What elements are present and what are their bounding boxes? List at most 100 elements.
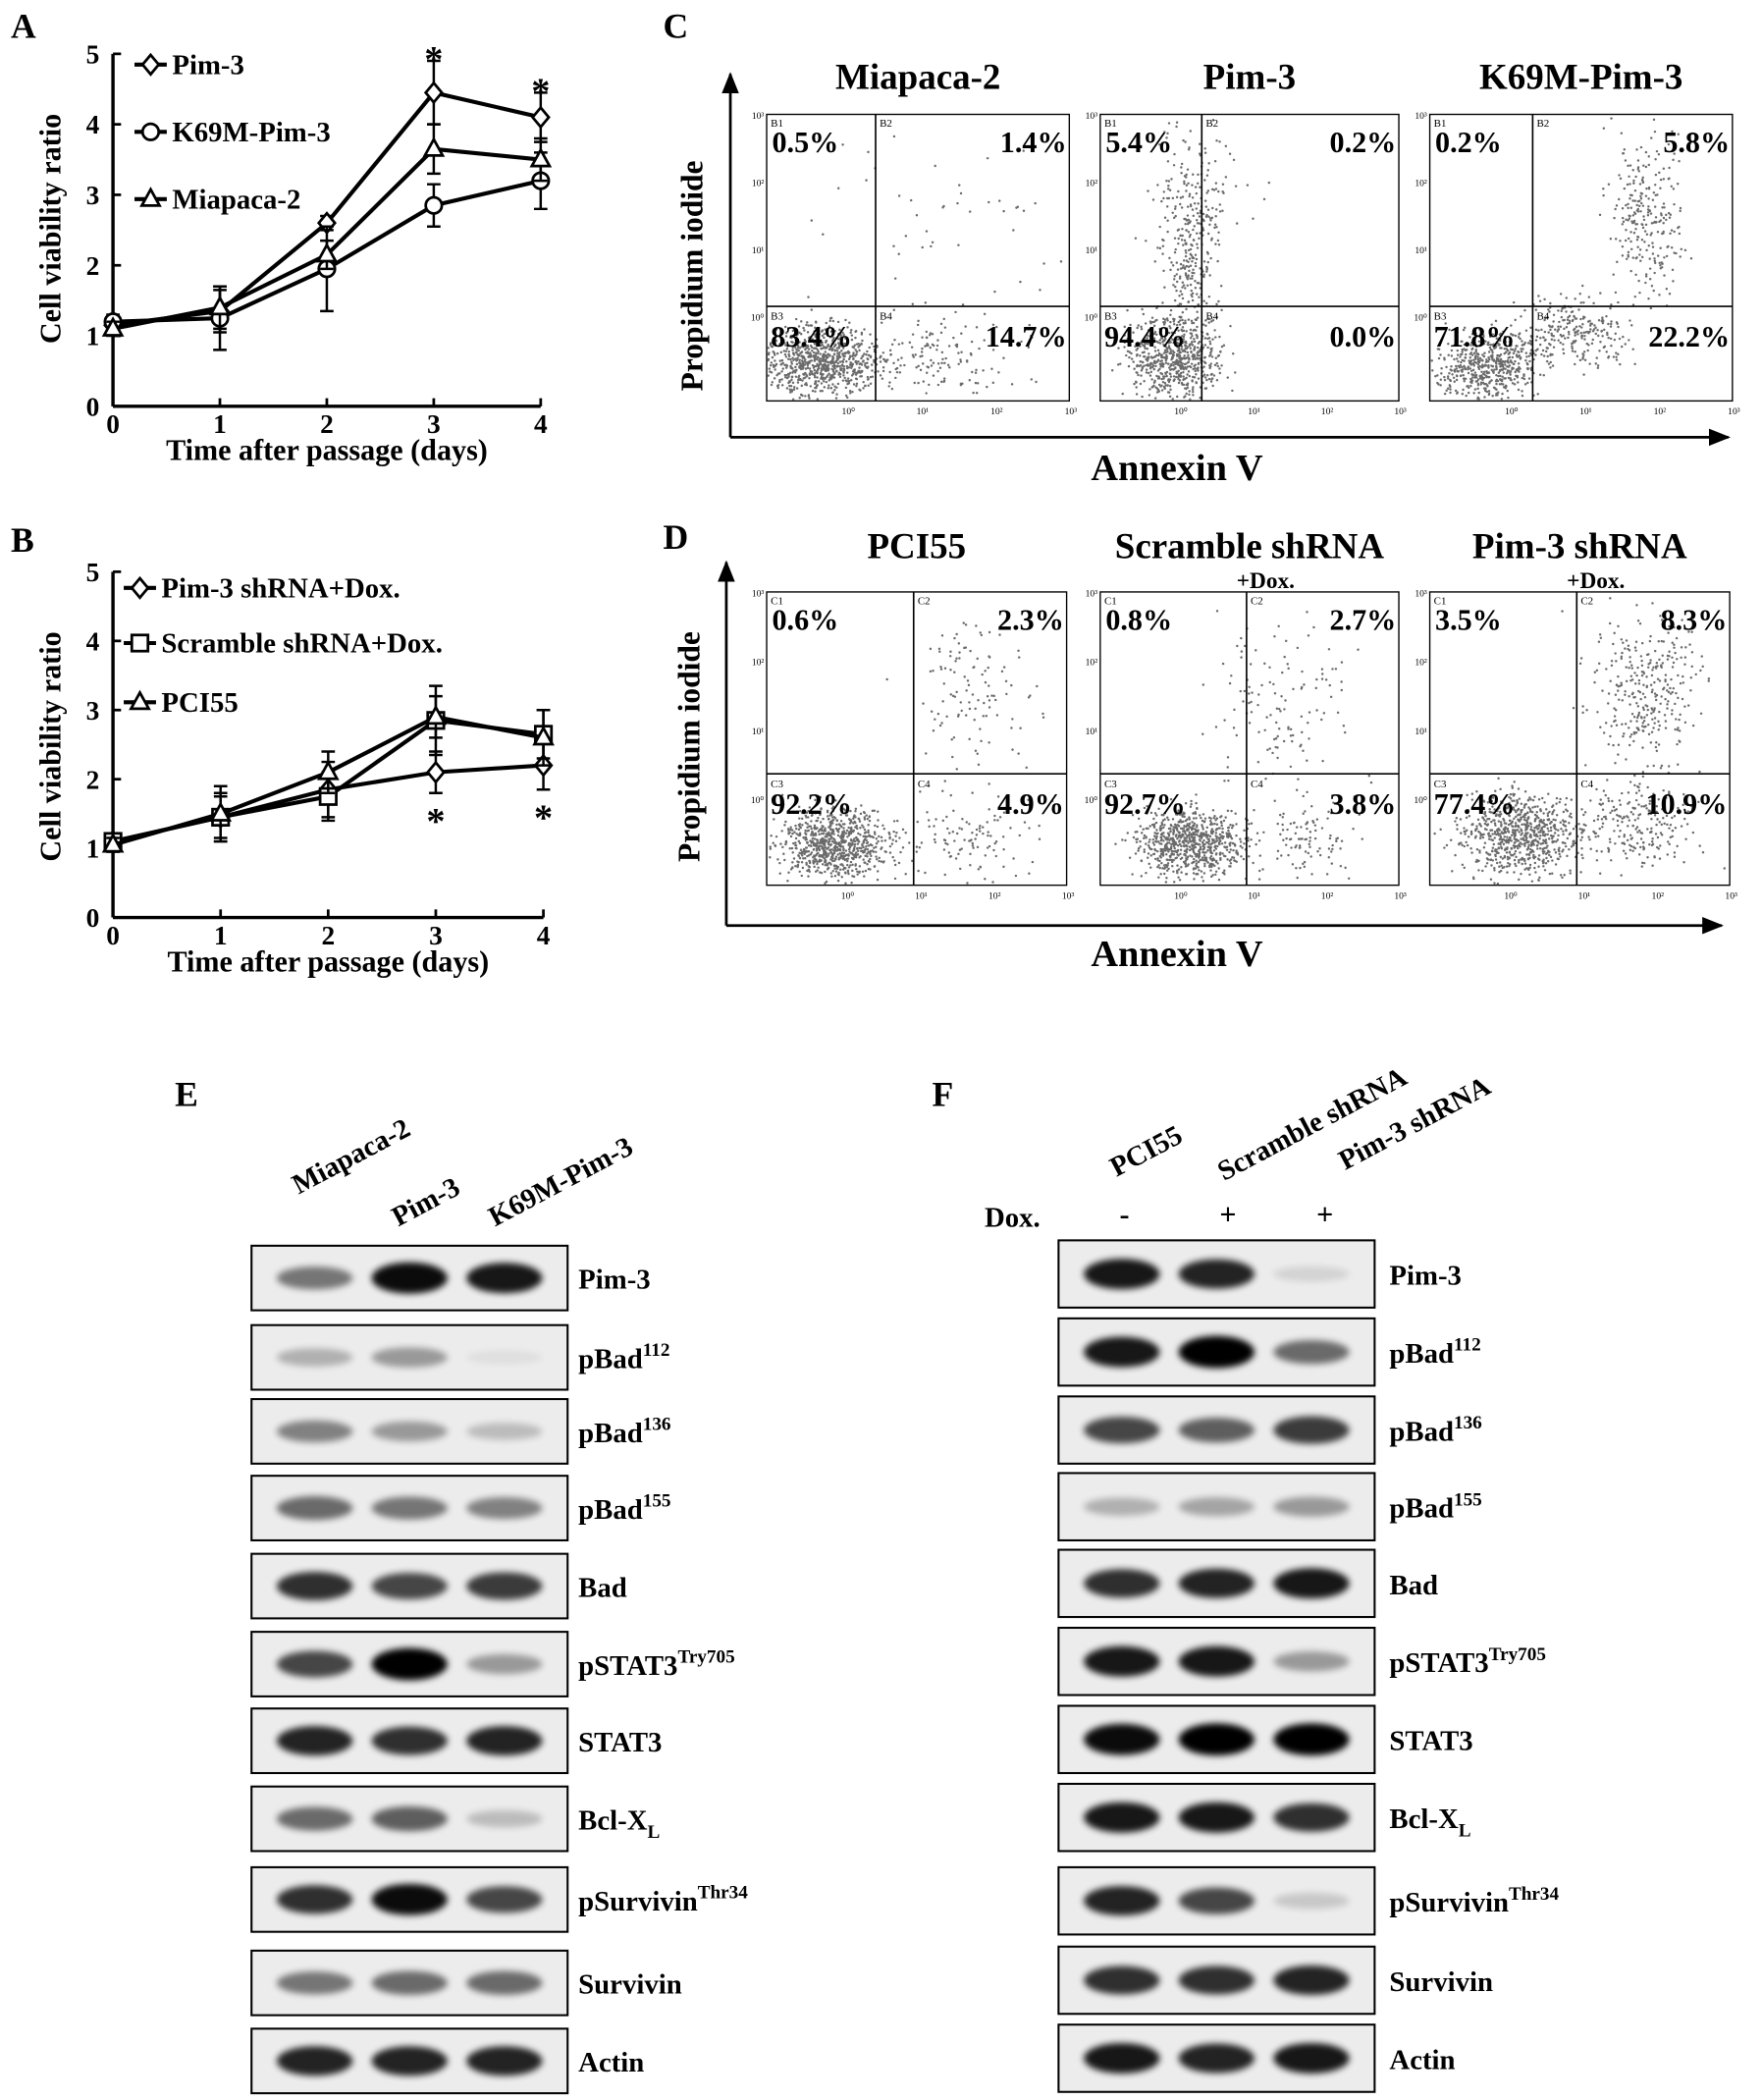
dot (1018, 834, 1022, 837)
dot (1661, 206, 1664, 209)
dot (798, 331, 801, 335)
dot (815, 347, 818, 350)
dot (780, 358, 784, 362)
dot (784, 355, 788, 358)
dot (1659, 178, 1663, 182)
dot (863, 811, 867, 815)
dot (1580, 326, 1583, 329)
dot (1593, 324, 1596, 327)
dot (1126, 340, 1129, 343)
dot (955, 343, 959, 347)
dot (808, 376, 811, 380)
dot (1185, 873, 1189, 876)
dot (975, 326, 979, 329)
dot (1485, 375, 1489, 379)
dot (926, 811, 929, 814)
dot (807, 394, 811, 397)
dot (1171, 333, 1174, 337)
dot (952, 809, 955, 813)
y-tick-label: 3 (86, 181, 100, 210)
x-log-tick: 10¹ (915, 890, 928, 901)
dot (1196, 246, 1200, 249)
dot (1175, 372, 1178, 375)
dot (1204, 319, 1207, 322)
dot (1185, 362, 1188, 365)
dot (867, 835, 871, 837)
dot (866, 863, 869, 866)
dot (1156, 353, 1160, 357)
dot (1227, 826, 1231, 830)
dot (1499, 374, 1502, 378)
dot (1195, 257, 1199, 261)
dot (1205, 860, 1208, 863)
dot (1476, 357, 1480, 361)
dot (928, 825, 931, 829)
dot (835, 867, 839, 871)
dot (831, 342, 834, 345)
dot (1609, 306, 1612, 310)
dot (787, 375, 790, 378)
dot (1663, 256, 1666, 259)
dot (1626, 183, 1629, 187)
dot (1617, 197, 1621, 201)
dot (1658, 261, 1661, 265)
dot (1557, 328, 1561, 331)
dot (1602, 127, 1606, 130)
dot (1496, 379, 1500, 383)
dot (1194, 811, 1197, 814)
dot (1651, 252, 1655, 255)
dot (857, 832, 860, 835)
dot (960, 847, 963, 850)
dot (807, 360, 810, 364)
dot (1197, 866, 1200, 869)
dot (932, 728, 935, 732)
dot (846, 857, 850, 860)
dot (860, 804, 863, 807)
dot (1217, 231, 1220, 235)
dot (971, 844, 975, 847)
dot (921, 347, 924, 350)
dot (1559, 325, 1563, 328)
dot (1165, 327, 1169, 330)
dot (1599, 340, 1602, 344)
dot (1225, 834, 1229, 837)
dot (1636, 159, 1640, 162)
dot (876, 878, 880, 882)
dot (828, 336, 832, 339)
dot (1644, 150, 1648, 154)
dot (1629, 269, 1632, 273)
dot (795, 362, 799, 366)
dot (787, 381, 790, 385)
y-tick-label: 1 (86, 835, 100, 864)
dot (1201, 826, 1204, 829)
dot (1638, 253, 1641, 256)
dot (1643, 241, 1646, 243)
dot (1451, 373, 1454, 376)
dot (1181, 318, 1184, 322)
dot (1176, 363, 1180, 366)
dot (778, 861, 781, 865)
dot (1156, 369, 1160, 372)
dot (1165, 847, 1168, 851)
y-log-tick: 10¹ (752, 727, 765, 737)
dot (864, 384, 867, 388)
dot (828, 378, 832, 381)
dot (1557, 309, 1560, 312)
dot (1126, 308, 1129, 312)
annotation: * (426, 801, 445, 842)
dot (1203, 344, 1207, 347)
dot (1482, 370, 1486, 374)
dot (971, 370, 974, 374)
dot (1204, 831, 1208, 834)
dot (912, 355, 916, 358)
dot (1197, 856, 1201, 859)
dot (855, 853, 858, 857)
dot (1145, 827, 1148, 831)
dot (1449, 385, 1452, 389)
dot (821, 334, 825, 338)
dot (1255, 832, 1259, 835)
quadrant-name: B1 (1104, 118, 1117, 130)
dot (789, 366, 793, 370)
dot (1594, 362, 1598, 365)
dot (1642, 164, 1645, 167)
